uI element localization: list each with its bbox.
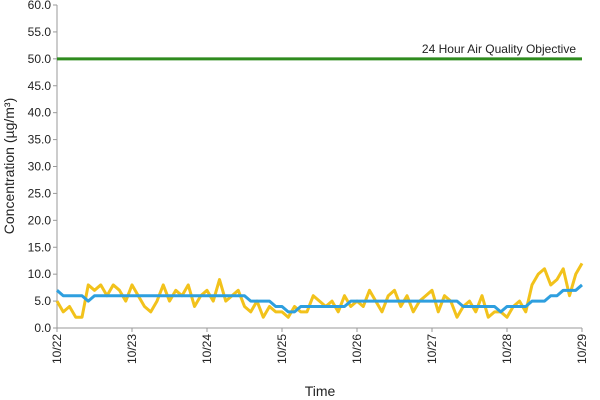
x-tick-label: 10/27 (425, 334, 439, 364)
y-axis-label: Concentration (µg/m³) (1, 98, 17, 234)
objective-label: 24 Hour Air Quality Objective (422, 42, 576, 56)
y-tick-label: 45.0 (28, 79, 52, 93)
x-tick-label: 10/24 (200, 334, 214, 364)
x-tick-label: 10/23 (125, 334, 139, 364)
y-tick-label: 5.0 (34, 294, 51, 308)
series-line (56, 283, 583, 314)
y-tick-label: 25.0 (28, 186, 52, 200)
series-line (55, 262, 584, 319)
y-tick-label: 50.0 (28, 52, 52, 66)
y-tick-label: 10.0 (28, 267, 52, 281)
x-axis-label: Time (305, 383, 336, 399)
x-tick-label: 10/29 (575, 334, 589, 364)
x-tick-label: 10/22 (50, 334, 64, 364)
y-tick-label: 30.0 (28, 160, 52, 174)
y-tick-label: 20.0 (28, 213, 52, 227)
y-tick-label: 55.0 (28, 25, 52, 39)
y-tick-label: 15.0 (28, 240, 52, 254)
y-tick-label: 40.0 (28, 106, 52, 120)
x-tick-label: 10/28 (500, 334, 514, 364)
x-tick-label: 10/25 (275, 334, 289, 364)
y-tick-label: 60.0 (28, 0, 52, 12)
y-tick-label: 35.0 (28, 133, 52, 147)
x-tick-label: 10/26 (350, 334, 364, 364)
y-tick-label: 0.0 (34, 321, 51, 335)
